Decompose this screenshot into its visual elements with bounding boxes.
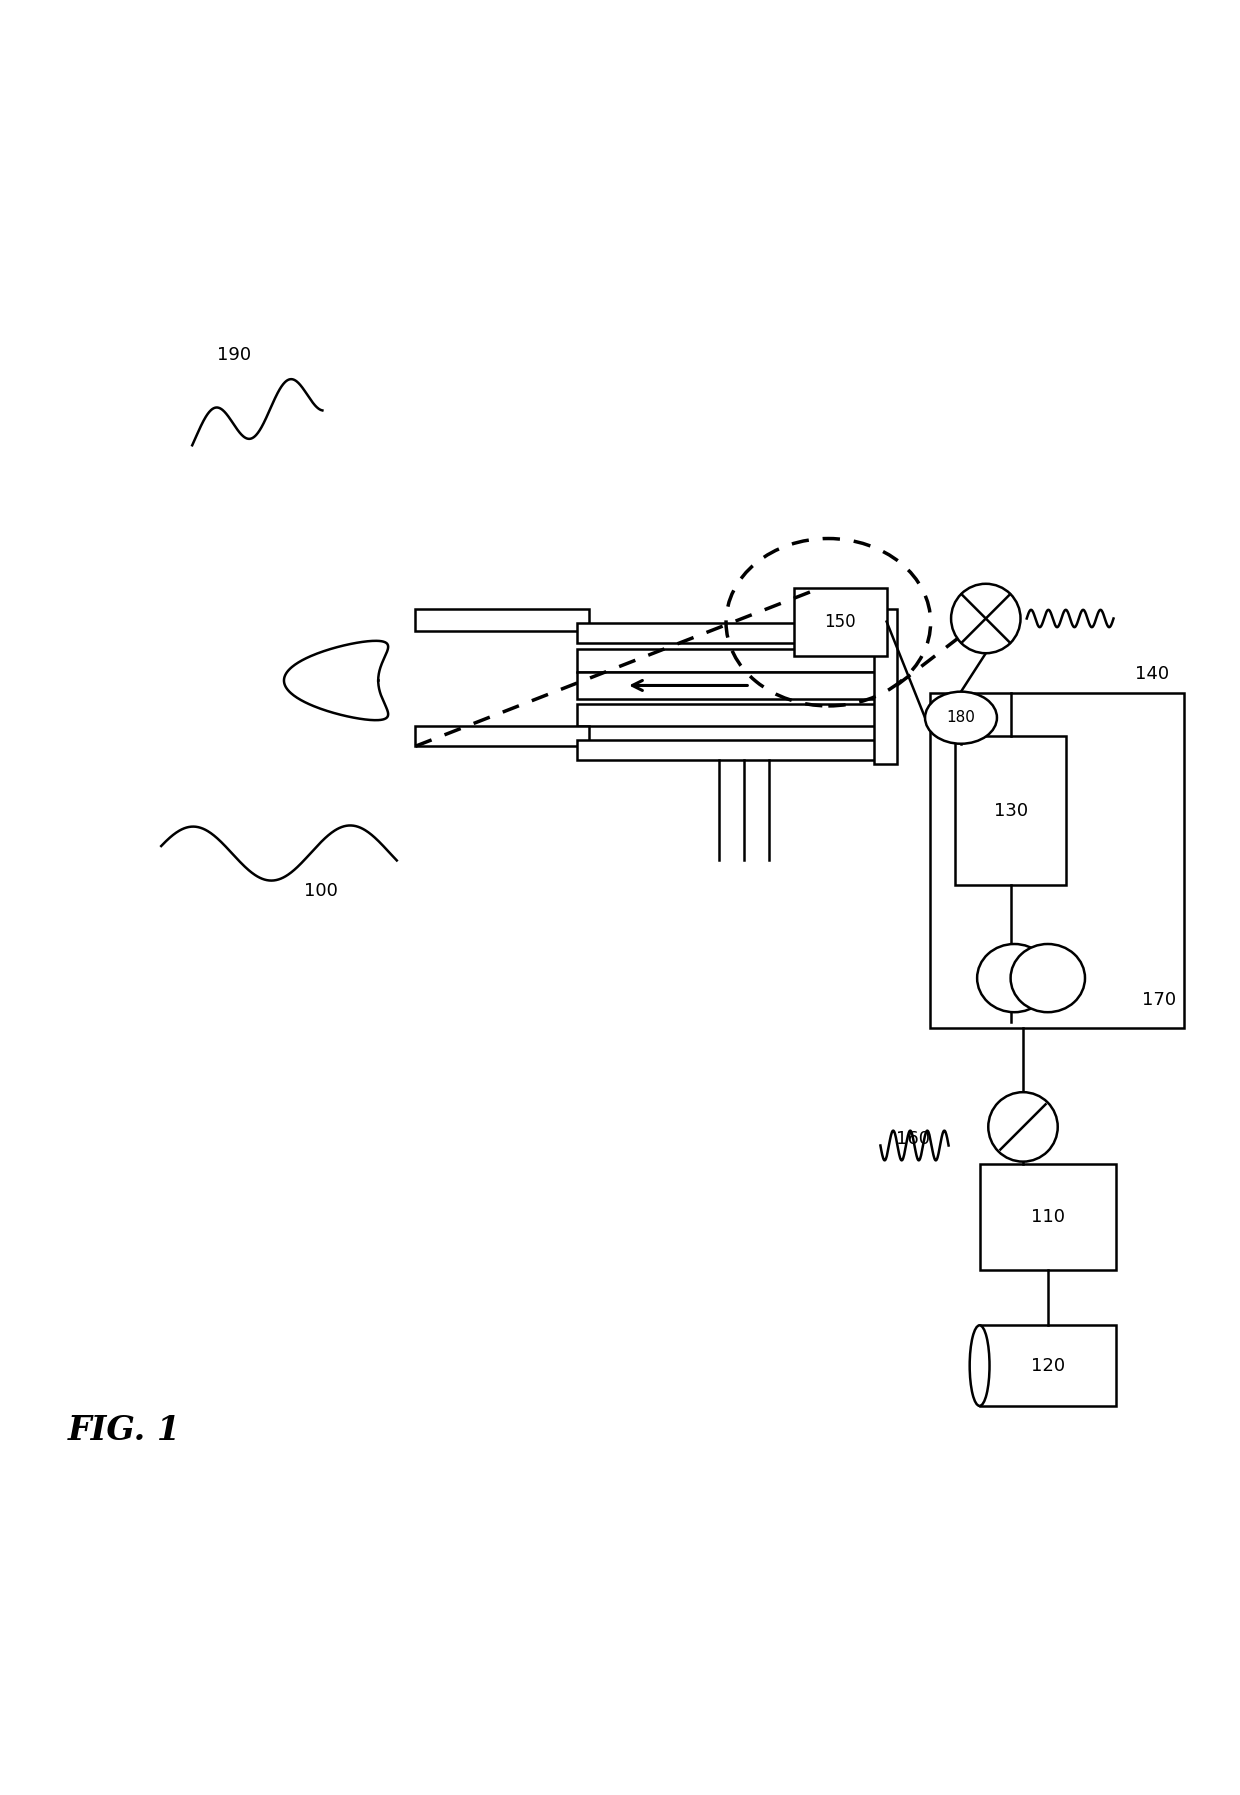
Bar <box>955 736 1066 885</box>
Text: 120: 120 <box>1030 1357 1065 1375</box>
Text: 100: 100 <box>304 883 337 901</box>
Bar <box>577 623 880 643</box>
Text: 130: 130 <box>993 802 1028 820</box>
Bar <box>415 609 589 630</box>
Circle shape <box>951 583 1021 653</box>
Bar <box>577 740 880 759</box>
Bar <box>794 587 887 655</box>
Text: 110: 110 <box>1030 1208 1065 1226</box>
Text: 150: 150 <box>825 612 856 630</box>
Ellipse shape <box>970 1325 990 1405</box>
Text: 190: 190 <box>217 346 252 364</box>
Bar <box>980 1325 1116 1405</box>
Text: 180: 180 <box>946 711 976 725</box>
Ellipse shape <box>1011 944 1085 1012</box>
Bar <box>874 609 897 763</box>
Bar <box>577 650 880 671</box>
Text: 170: 170 <box>1142 991 1177 1009</box>
Bar <box>577 704 880 727</box>
Ellipse shape <box>925 691 997 743</box>
Bar <box>930 693 1184 1029</box>
Text: 160: 160 <box>897 1131 930 1149</box>
Bar <box>980 1165 1116 1269</box>
Ellipse shape <box>977 944 1052 1012</box>
Bar <box>415 727 589 747</box>
Bar <box>577 671 880 698</box>
Text: FIG. 1: FIG. 1 <box>68 1414 181 1447</box>
Circle shape <box>988 1091 1058 1161</box>
Text: 140: 140 <box>1135 666 1169 684</box>
